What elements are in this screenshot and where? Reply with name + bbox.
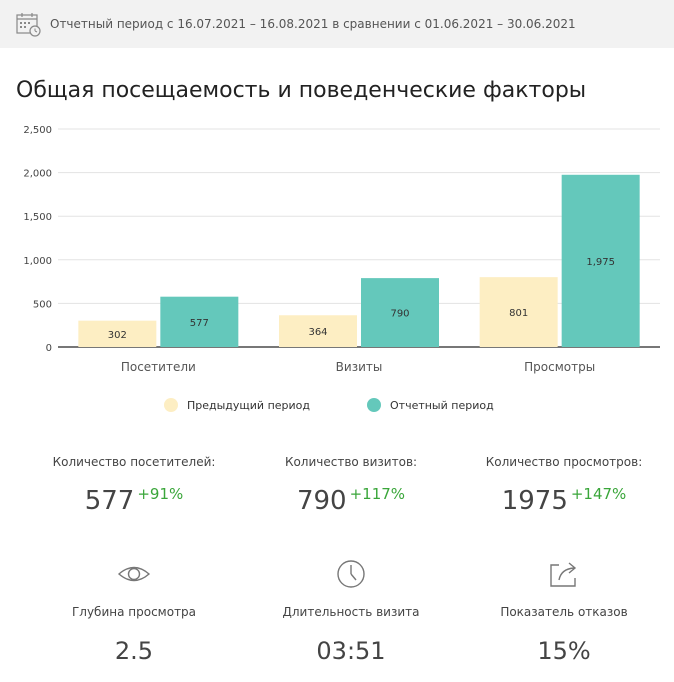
traffic-bar-chart: 0 500 1,000 1,500 2,000 2,500 302 577 Посетители… <box>23 125 660 374</box>
metric-view-depth-value: 2.5 <box>114 637 154 665</box>
bar <box>561 174 640 347</box>
y-tick-label: 2,000 <box>23 169 52 180</box>
y-tick-label: 0 <box>46 343 52 354</box>
metric-bounce-rate: Показатель отказов 15% <box>486 559 642 665</box>
share-icon <box>550 562 577 587</box>
metric-visit-duration-value: 03:51 <box>316 637 386 665</box>
bar <box>160 296 239 347</box>
bar-data-label: 1,975 <box>586 257 615 268</box>
legend-current-label: Отчетный период <box>390 398 494 412</box>
stat-pageviews: Количество просмотров: 1975 +147% <box>476 455 652 516</box>
stat-pageviews-label: Количество просмотров: <box>485 455 643 469</box>
x-category-label: Визиты <box>336 360 383 374</box>
legend-previous-period[interactable]: Предыдущий период <box>164 398 310 412</box>
bar-data-label: 364 <box>308 327 327 338</box>
bar-data-label: 577 <box>190 318 209 329</box>
metric-view-depth-label: Глубина просмотра <box>71 605 197 619</box>
chart-legend: Предыдущий период Отчетный период <box>0 398 674 418</box>
y-tick-label: 2,500 <box>23 125 52 136</box>
report-period-bar: Отчетный период с 16.07.2021 – 16.08.202… <box>0 0 674 48</box>
y-tick-label: 500 <box>33 299 52 310</box>
bar <box>78 320 157 347</box>
stat-visits-delta: +117% <box>349 485 406 503</box>
legend-current-period[interactable]: Отчетный период <box>367 398 494 412</box>
x-category-label: Посетители <box>121 360 196 374</box>
stat-visitors-label: Количество посетителей: <box>52 455 216 469</box>
stat-visitors-value: 577 <box>84 486 135 516</box>
bar <box>479 277 558 347</box>
stat-pageviews-delta: +147% <box>570 485 627 503</box>
legend-previous-label: Предыдущий период <box>187 398 311 412</box>
metric-bounce-rate-label: Показатель отказов <box>500 605 628 619</box>
y-tick-label: 1,000 <box>23 256 52 267</box>
y-tick-label: 1,500 <box>23 212 52 223</box>
stat-pageviews-value: 1975 <box>501 486 568 516</box>
clock-icon <box>337 560 365 588</box>
section-title: Общая посещаемость и поведенческие факто… <box>16 78 587 103</box>
stat-visitors-delta: +91% <box>137 485 184 503</box>
x-category-label: Просмотры <box>524 360 595 374</box>
metric-visit-duration-label: Длительность визита <box>282 605 420 619</box>
bar-data-label: 790 <box>390 309 409 320</box>
legend-current-swatch <box>367 398 381 412</box>
bar <box>279 315 357 347</box>
calendar-icon <box>16 13 41 37</box>
legend-previous-swatch <box>164 398 178 412</box>
metric-bounce-rate-value: 15% <box>537 637 591 665</box>
bar <box>361 278 439 347</box>
eye-icon <box>117 566 151 582</box>
stat-visits: Количество визитов: 790 +117% <box>266 455 436 516</box>
stat-visitors: Количество посетителей: 577 +91% <box>49 455 219 516</box>
report-period-text: Отчетный период с 16.07.2021 – 16.08.202… <box>50 17 576 31</box>
stat-visits-value: 790 <box>296 486 347 516</box>
stat-visits-label: Количество визитов: <box>284 455 418 469</box>
bar-data-label: 801 <box>509 308 528 319</box>
metric-visit-duration: Длительность визита 03:51 <box>268 559 434 665</box>
bar-data-label: 302 <box>108 330 127 341</box>
metric-view-depth: Глубина просмотра 2.5 <box>54 559 214 665</box>
